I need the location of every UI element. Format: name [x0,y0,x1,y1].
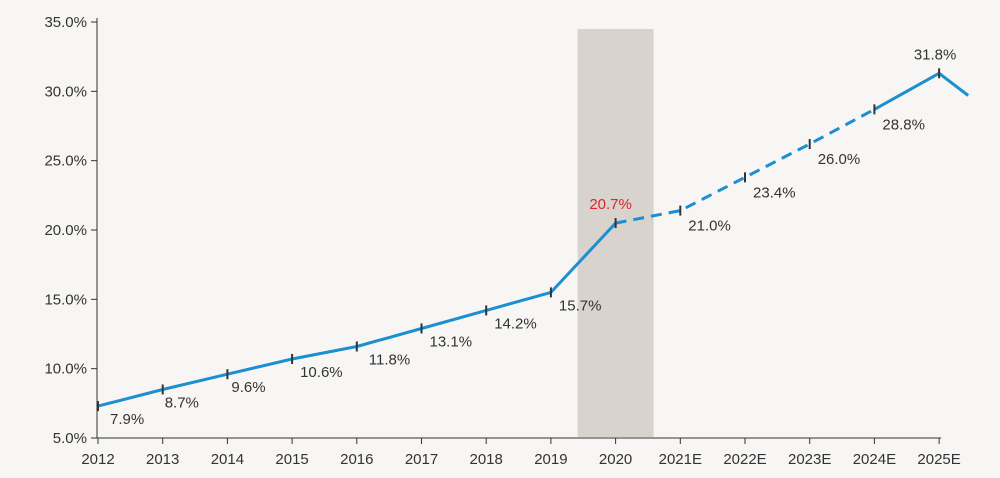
x-tick-label: 2016 [340,451,373,468]
x-tick-label: 2025E [917,451,960,468]
data-label: 7.9% [110,411,144,428]
x-tick-label: 2015 [275,451,308,468]
data-label: 11.8% [369,351,410,368]
data-label: 23.4% [753,184,796,201]
data-label: 14.2% [494,315,537,332]
x-tick-label: 2014 [211,451,244,468]
x-tick-label: 2013 [146,451,179,468]
y-tick-label: 5.0% [53,430,87,447]
y-tick-label: 15.0% [44,291,87,308]
y-tick-label: 25.0% [44,153,87,170]
x-tick-label: 2017 [405,451,438,468]
data-label: 20.7% [589,196,632,213]
shaded-region-2020 [577,29,654,437]
data-label: 13.1% [430,333,473,350]
x-tick-label: 2012 [81,451,114,468]
x-tick-label: 2024E [853,451,896,468]
data-label: 21.0% [688,218,731,235]
series-line-estimate [615,108,876,225]
y-tick-label: 20.0% [44,222,87,239]
y-tick-label: 30.0% [44,83,87,100]
x-tick-label: 2018 [470,451,503,468]
data-label: 8.7% [165,394,199,411]
x-tick-label: 2021E [659,451,702,468]
data-label: 26.0% [818,151,861,168]
y-tick-label: 10.0% [44,361,87,378]
data-label: 31.8% [914,46,957,63]
data-label: 28.8% [882,116,925,133]
data-label: 10.6% [300,364,343,381]
data-label: 15.7% [559,297,602,314]
x-tick-label: 2020 [599,451,632,468]
y-tick-label: 35.0% [44,14,87,31]
x-tick-label: 2023E [788,451,831,468]
data-label: 9.6% [231,379,265,396]
x-tick-label: 2019 [534,451,567,468]
x-tick-label: 2022E [723,451,766,468]
